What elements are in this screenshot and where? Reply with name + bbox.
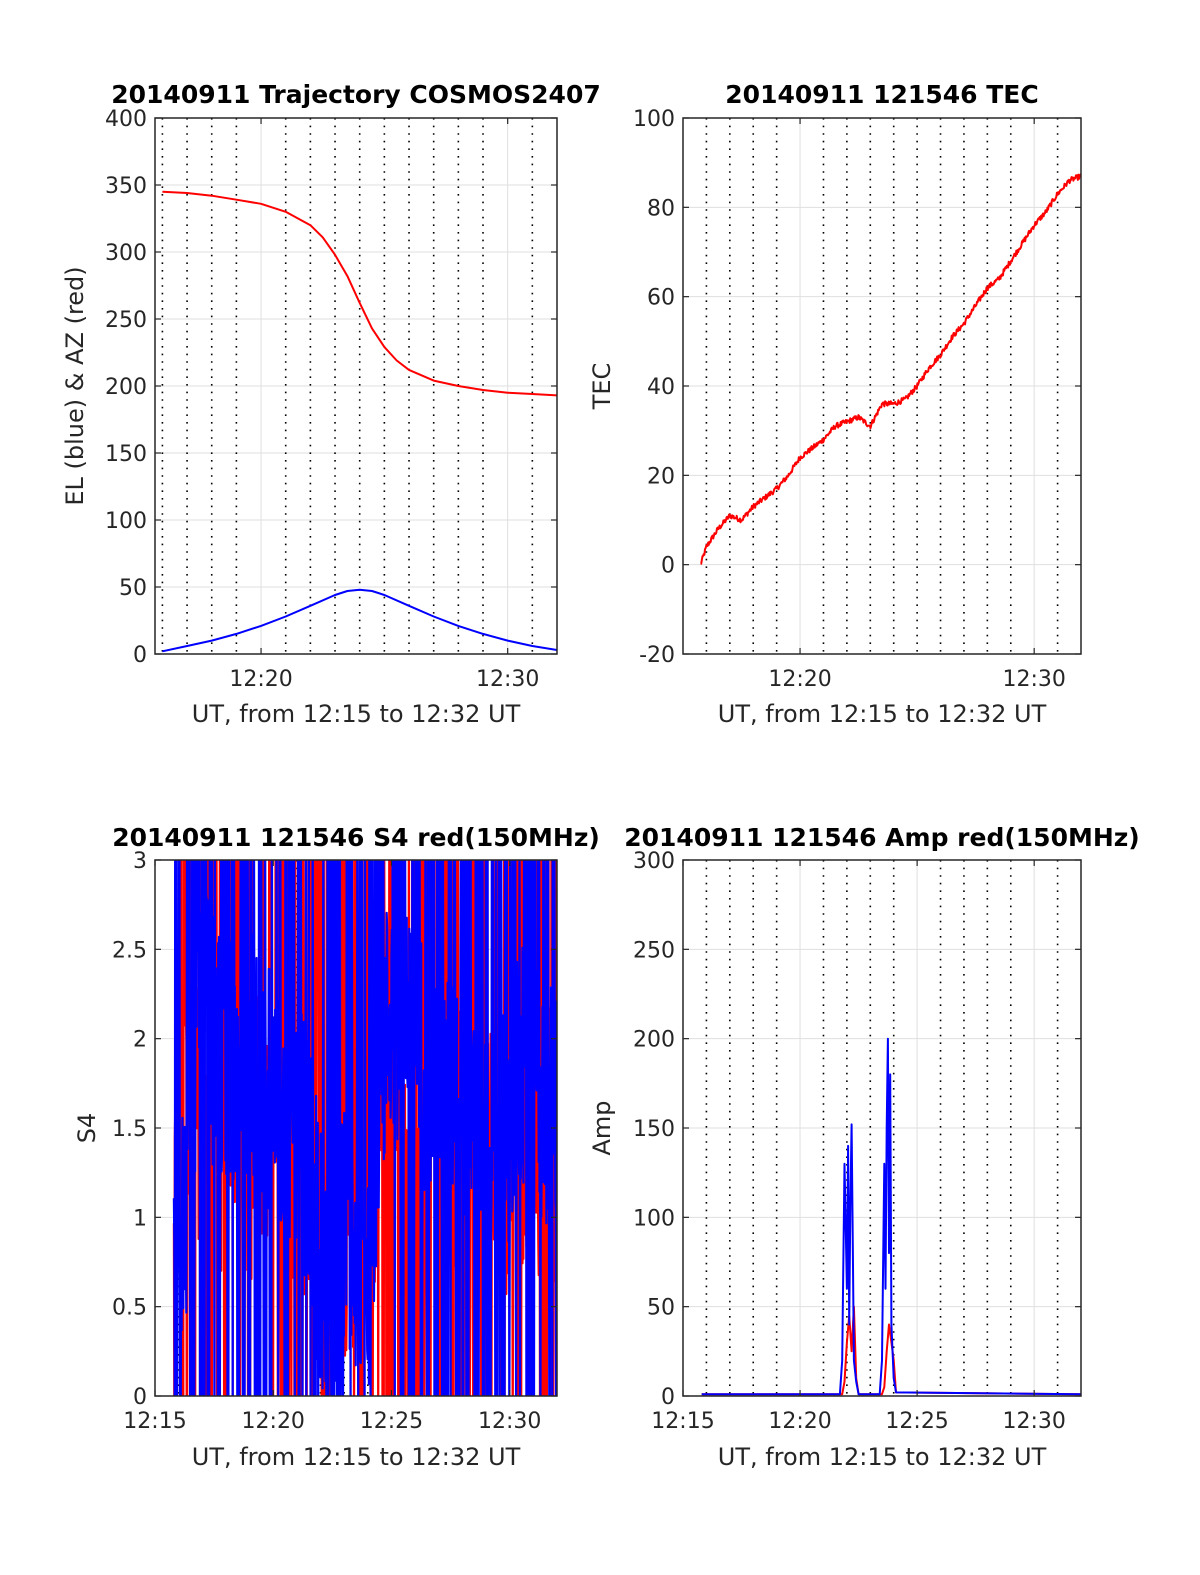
trajectory-xtick-label: 12:30 (476, 667, 539, 692)
tec-xtick-label: 12:30 (1002, 667, 1065, 692)
s4-ytick-label: 0 (133, 1385, 147, 1410)
trajectory-series-blue (162, 588, 557, 653)
amp-xlabel: UT, from 12:15 to 12:32 UT (718, 1443, 1047, 1471)
s4-xtick-label: 12:15 (123, 1409, 186, 1434)
amp-ytick-label: 150 (633, 1117, 675, 1142)
amp-ytick-label: 300 (633, 849, 675, 874)
amp-xtick-label: 12:20 (768, 1409, 831, 1434)
amp-series-blue (701, 1037, 1081, 1396)
tec-ytick-label: 80 (647, 196, 675, 221)
amp-ytick-label: 100 (633, 1206, 675, 1231)
tec-ytick-label: 0 (661, 554, 675, 579)
panel-s4: 20140911 121546 S4 red(150MHz) UT, from … (73, 823, 600, 1471)
s4-ytick-label: 1.5 (112, 1117, 147, 1142)
s4-ytick-label: 3 (133, 849, 147, 874)
trajectory-ytick-label: 200 (105, 375, 147, 400)
s4-ytick-label: 2.5 (112, 938, 147, 963)
amp-ylabel: Amp (588, 1100, 616, 1155)
trajectory-ytick-label: 0 (133, 643, 147, 668)
amp-xtick-label: 12:25 (885, 1409, 948, 1434)
s4-ytick-label: 2 (133, 1028, 147, 1053)
trajectory-xtick-label: 12:20 (229, 667, 292, 692)
trajectory-ytick-label: 300 (105, 241, 147, 266)
tec-ytick-label: -20 (639, 643, 675, 668)
amp-ytick-label: 50 (647, 1296, 675, 1321)
s4-xtick-label: 12:25 (360, 1409, 423, 1434)
amp-xtick-label: 12:15 (651, 1409, 714, 1434)
tec-ylabel: TEC (588, 363, 616, 411)
amp-title: 20140911 121546 Amp red(150MHz) (624, 823, 1140, 852)
trajectory-ytick-label: 100 (105, 509, 147, 534)
trajectory-ytick-label: 350 (105, 174, 147, 199)
trajectory-ytick-label: 150 (105, 442, 147, 467)
tec-ytick-label: 100 (633, 107, 675, 132)
trajectory-ytick-label: 50 (119, 576, 147, 601)
amp-ytick-label: 200 (633, 1028, 675, 1053)
tec-title: 20140911 121546 TEC (725, 80, 1038, 109)
panel-tec: 20140911 121546 TEC UT, from 12:15 to 12… (588, 80, 1082, 728)
trajectory-xlabel: UT, from 12:15 to 12:32 UT (192, 700, 521, 728)
panel-amp: 20140911 121546 Amp red(150MHz) UT, from… (588, 823, 1140, 1471)
s4-xlabel: UT, from 12:15 to 12:32 UT (192, 1443, 521, 1471)
s4-series-blue (172, 860, 557, 1396)
s4-ylabel: S4 (73, 1113, 101, 1144)
s4-ytick-label: 1 (133, 1206, 147, 1231)
tec-ytick-label: 40 (647, 375, 675, 400)
amp-ytick-label: 250 (633, 938, 675, 963)
trajectory-title: 20140911 Trajectory COSMOS2407 (111, 80, 601, 109)
amp-xtick-label: 12:30 (1002, 1409, 1065, 1434)
tec-xlabel: UT, from 12:15 to 12:32 UT (718, 700, 1047, 728)
trajectory-ytick-label: 400 (105, 107, 147, 132)
tec-ytick-label: 20 (647, 464, 675, 489)
trajectory-ytick-label: 250 (105, 308, 147, 333)
tec-ytick-label: 60 (647, 286, 675, 311)
trajectory-series-red (162, 190, 557, 397)
tec-series-red (700, 173, 1081, 565)
amp-ytick-label: 0 (661, 1385, 675, 1410)
s4-xtick-label: 12:30 (478, 1409, 541, 1434)
tec-xtick-label: 12:20 (768, 667, 831, 692)
s4-xtick-label: 12:20 (242, 1409, 305, 1434)
s4-title: 20140911 121546 S4 red(150MHz) (112, 823, 600, 852)
s4-ytick-label: 0.5 (112, 1296, 147, 1321)
trajectory-ylabel: EL (blue) & AZ (red) (61, 266, 89, 505)
panel-trajectory: 20140911 Trajectory COSMOS2407 UT, from … (61, 80, 601, 728)
